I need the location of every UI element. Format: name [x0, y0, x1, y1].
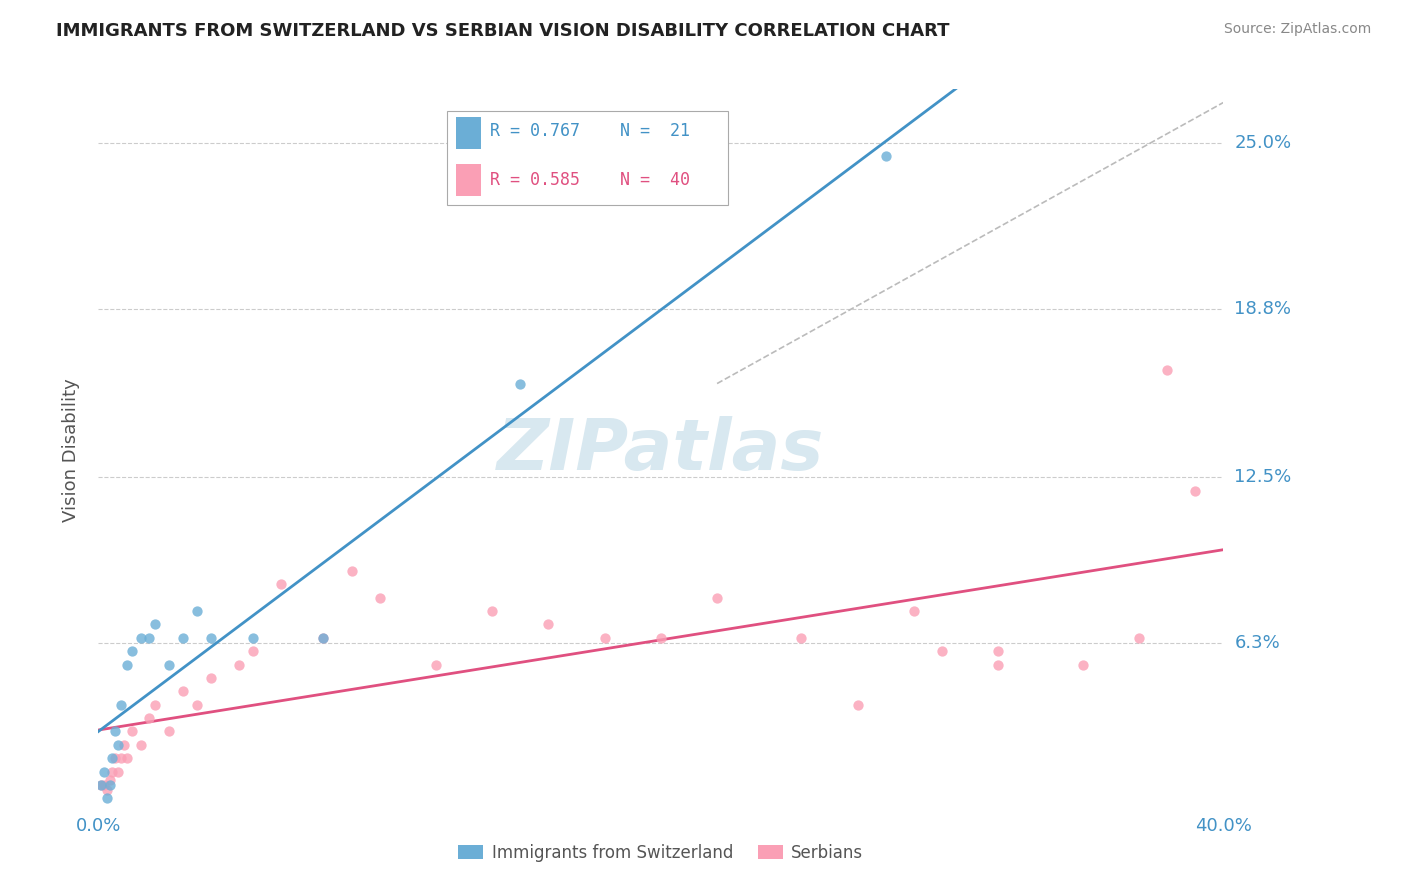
Point: [481, 604, 503, 618]
Point: [200, 671, 222, 685]
Point: [425, 657, 447, 672]
Point: [593, 631, 616, 645]
Point: [157, 657, 180, 672]
Y-axis label: Vision Disability: Vision Disability: [62, 378, 80, 523]
Text: 12.5%: 12.5%: [1234, 468, 1292, 486]
Text: 25.0%: 25.0%: [1234, 134, 1292, 152]
Point: [115, 657, 138, 672]
Point: [242, 644, 264, 658]
Point: [312, 631, 335, 645]
Point: [368, 591, 391, 605]
Bar: [447, 111, 728, 205]
Text: Source: ZipAtlas.com: Source: ZipAtlas.com: [1223, 22, 1371, 37]
Text: ZIPatlas: ZIPatlas: [498, 416, 824, 485]
Point: [172, 631, 194, 645]
Point: [96, 791, 118, 805]
Point: [143, 617, 166, 632]
Point: [107, 764, 129, 779]
Point: [987, 644, 1010, 658]
Point: [172, 684, 194, 698]
Point: [93, 778, 115, 792]
Legend: Immigrants from Switzerland, Serbians: Immigrants from Switzerland, Serbians: [451, 837, 870, 869]
Text: R = 0.585    N =  40: R = 0.585 N = 40: [489, 170, 690, 188]
Point: [1128, 631, 1150, 645]
Point: [186, 604, 208, 618]
Point: [1184, 483, 1206, 498]
Point: [138, 631, 160, 645]
Point: [104, 724, 127, 739]
Point: [110, 751, 132, 765]
Point: [650, 631, 672, 645]
Text: IMMIGRANTS FROM SWITZERLAND VS SERBIAN VISION DISABILITY CORRELATION CHART: IMMIGRANTS FROM SWITZERLAND VS SERBIAN V…: [56, 22, 949, 40]
Bar: [456, 163, 481, 196]
Point: [903, 604, 925, 618]
Point: [790, 631, 813, 645]
Point: [186, 698, 208, 712]
Point: [228, 657, 250, 672]
Point: [242, 631, 264, 645]
Point: [121, 644, 143, 658]
Text: R = 0.767    N =  21: R = 0.767 N = 21: [489, 122, 690, 140]
Point: [98, 778, 121, 792]
Text: 6.3%: 6.3%: [1234, 634, 1279, 652]
Point: [1071, 657, 1094, 672]
Text: 18.8%: 18.8%: [1234, 300, 1291, 318]
Point: [98, 772, 121, 787]
Point: [875, 149, 897, 163]
Point: [340, 564, 363, 578]
Point: [987, 657, 1010, 672]
Point: [90, 778, 112, 792]
Point: [200, 631, 222, 645]
Point: [706, 591, 728, 605]
Point: [138, 711, 160, 725]
Point: [101, 764, 124, 779]
Point: [129, 738, 152, 752]
Point: [509, 376, 531, 391]
Point: [270, 577, 292, 591]
Point: [157, 724, 180, 739]
Point: [931, 644, 953, 658]
Bar: [456, 117, 481, 149]
Point: [312, 631, 335, 645]
Point: [537, 617, 560, 632]
Point: [121, 724, 143, 739]
Point: [107, 738, 129, 752]
Point: [846, 698, 869, 712]
Point: [129, 631, 152, 645]
Point: [90, 778, 112, 792]
Point: [110, 698, 132, 712]
Point: [104, 751, 127, 765]
Point: [112, 738, 135, 752]
Point: [115, 751, 138, 765]
Point: [96, 783, 118, 797]
Point: [101, 751, 124, 765]
Point: [1156, 363, 1178, 377]
Point: [93, 764, 115, 779]
Point: [143, 698, 166, 712]
